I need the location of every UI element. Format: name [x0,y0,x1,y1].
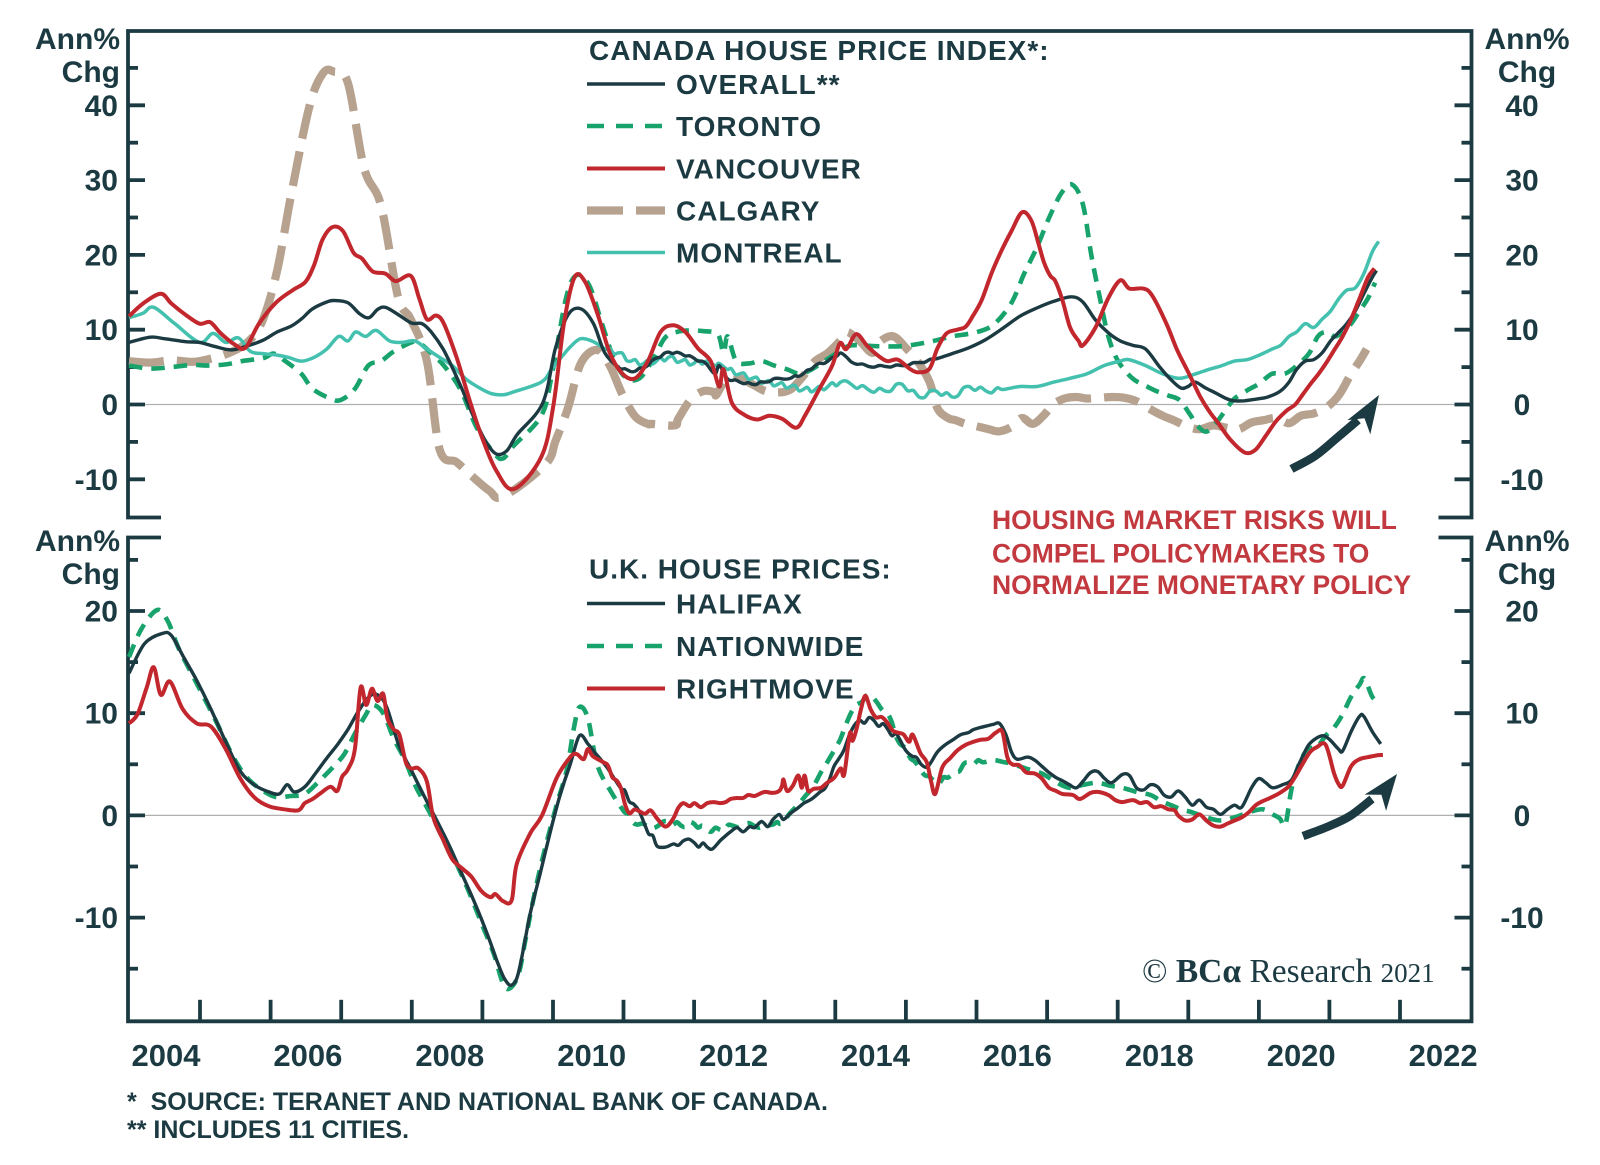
svg-text:20: 20 [1505,596,1538,629]
svg-text:0: 0 [101,389,118,422]
svg-text:10: 10 [1505,314,1538,347]
svg-text:© BCα Research 2021: © BCα Research 2021 [1142,953,1435,990]
svg-text:0: 0 [1514,800,1531,833]
svg-text:20: 20 [85,596,118,629]
svg-text:Ann%: Ann% [1485,23,1570,56]
svg-text:0: 0 [1514,389,1531,422]
svg-text:40: 40 [1505,90,1538,123]
svg-text:Ann%: Ann% [1485,525,1570,558]
svg-text:NATIONWIDE: NATIONWIDE [676,631,864,662]
svg-text:NORMALIZE MONETARY POLICY: NORMALIZE MONETARY POLICY [992,570,1411,600]
svg-text:2006: 2006 [273,1038,342,1073]
svg-text:40: 40 [85,90,118,123]
svg-text:** INCLUDES 11 CITIES.: ** INCLUDES 11 CITIES. [127,1116,409,1144]
svg-text:2018: 2018 [1125,1038,1194,1073]
svg-text:20: 20 [1505,239,1538,272]
svg-text:HOUSING MARKET RISKS WILL: HOUSING MARKET RISKS WILL [992,505,1397,535]
svg-text:Chg: Chg [1498,558,1556,591]
svg-text:U.K. HOUSE PRICES:: U.K. HOUSE PRICES: [589,554,892,585]
svg-text:HALIFAX: HALIFAX [676,589,803,620]
svg-text:COMPEL POLICYMAKERS TO: COMPEL POLICYMAKERS TO [992,539,1369,569]
svg-text:10: 10 [1505,698,1538,731]
svg-text:CANADA HOUSE PRICE INDEX*:: CANADA HOUSE PRICE INDEX*: [589,35,1050,66]
svg-text:TORONTO: TORONTO [676,111,822,142]
svg-text:30: 30 [85,165,118,198]
svg-text:20: 20 [85,239,118,272]
svg-text:-10: -10 [75,464,118,497]
svg-text:30: 30 [1505,165,1538,198]
svg-text:2022: 2022 [1409,1038,1478,1073]
svg-text:2008: 2008 [415,1038,484,1073]
svg-text:-10: -10 [75,902,118,935]
svg-text:2004: 2004 [132,1038,202,1073]
svg-text:Chg: Chg [62,56,120,89]
svg-text:MONTREAL: MONTREAL [676,238,843,269]
svg-text:Chg: Chg [62,558,120,591]
svg-text:2012: 2012 [699,1038,768,1073]
svg-text:CALGARY: CALGARY [676,196,820,227]
svg-text:10: 10 [85,698,118,731]
svg-text:RIGHTMOVE: RIGHTMOVE [676,674,855,705]
svg-text:Chg: Chg [1498,56,1556,89]
svg-text:2014: 2014 [841,1038,911,1073]
svg-text:2016: 2016 [983,1038,1052,1073]
svg-text:* SOURCE: TERANET AND NATIONA: * SOURCE: TERANET AND NATIONAL BANK OF C… [127,1088,828,1116]
svg-text:2020: 2020 [1267,1038,1336,1073]
svg-text:-10: -10 [1500,902,1543,935]
svg-text:OVERALL**: OVERALL** [676,69,841,100]
svg-text:2010: 2010 [557,1038,626,1073]
svg-text:-10: -10 [1500,464,1543,497]
svg-text:0: 0 [101,800,118,833]
svg-text:Ann%: Ann% [35,525,120,558]
svg-text:10: 10 [85,314,118,347]
svg-text:VANCOUVER: VANCOUVER [676,154,862,185]
svg-text:Ann%: Ann% [35,23,120,56]
